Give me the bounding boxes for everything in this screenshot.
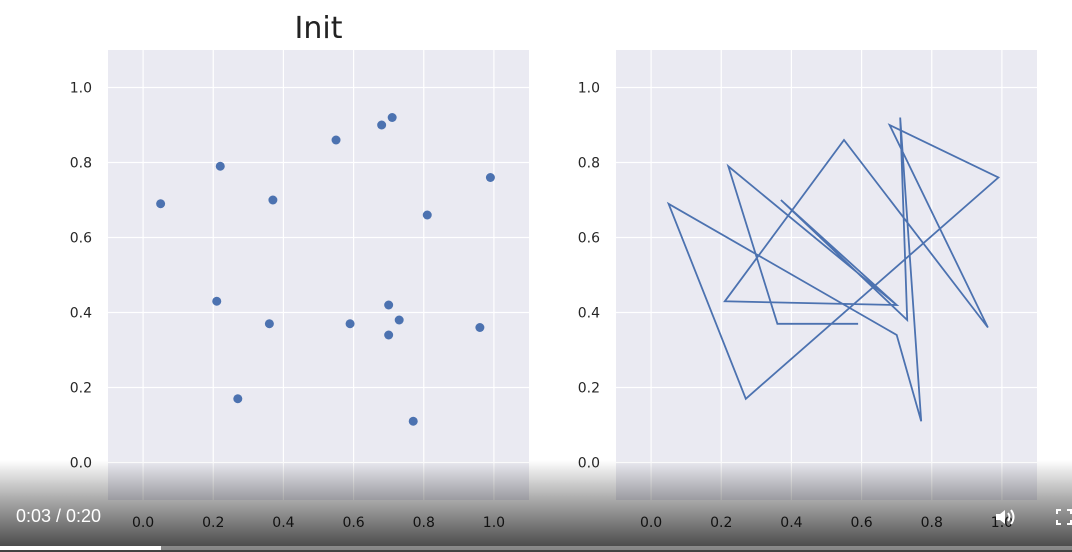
y-tick-label: 0.4: [70, 306, 92, 322]
y-tick-label: 0.4: [578, 306, 600, 322]
y-tick-label: 0.8: [70, 156, 92, 172]
scatter-point: [377, 120, 387, 130]
scatter-point: [233, 394, 243, 404]
chart-title: Init: [295, 11, 343, 46]
progress-fill: [0, 546, 161, 550]
scatter-point: [485, 173, 495, 182]
scatter-point: [331, 135, 341, 145]
y-tick-label: 0.2: [578, 381, 600, 397]
volume-icon[interactable]: [994, 507, 1018, 527]
scatter-point: [408, 416, 418, 426]
scatter-point: [387, 113, 397, 122]
y-tick-label: 1.0: [70, 81, 92, 97]
scatter-point: [384, 330, 394, 340]
scatter-point: [268, 195, 278, 205]
scatter-point: [384, 300, 394, 310]
y-tick-label: 0.6: [70, 231, 92, 247]
plot-background: [616, 50, 1037, 500]
scatter-point: [156, 199, 166, 209]
plot-background: [108, 50, 529, 500]
route-line: [666, 117, 1001, 422]
fullscreen-icon[interactable]: [1056, 508, 1072, 526]
scatter-point: [212, 296, 222, 306]
video-controls: [0, 460, 1072, 552]
scatter-point: [422, 210, 432, 220]
chart-panel-2: 0.00.20.40.60.81.00.00.20.40.60.81.0: [578, 50, 1037, 531]
progress-bar[interactable]: [0, 546, 1072, 550]
scatter-point: [394, 315, 404, 325]
time-display: 0:03 / 0:20: [16, 506, 102, 526]
y-tick-label: 0.8: [578, 156, 600, 172]
scatter-point: [264, 319, 274, 329]
y-tick-label: 1.0: [578, 81, 600, 97]
y-tick-label: 0.2: [70, 381, 92, 397]
scatter-point: [345, 319, 355, 329]
scatter-point: [475, 323, 485, 332]
scatter-point: [215, 161, 225, 171]
y-tick-label: 0.6: [578, 231, 600, 247]
